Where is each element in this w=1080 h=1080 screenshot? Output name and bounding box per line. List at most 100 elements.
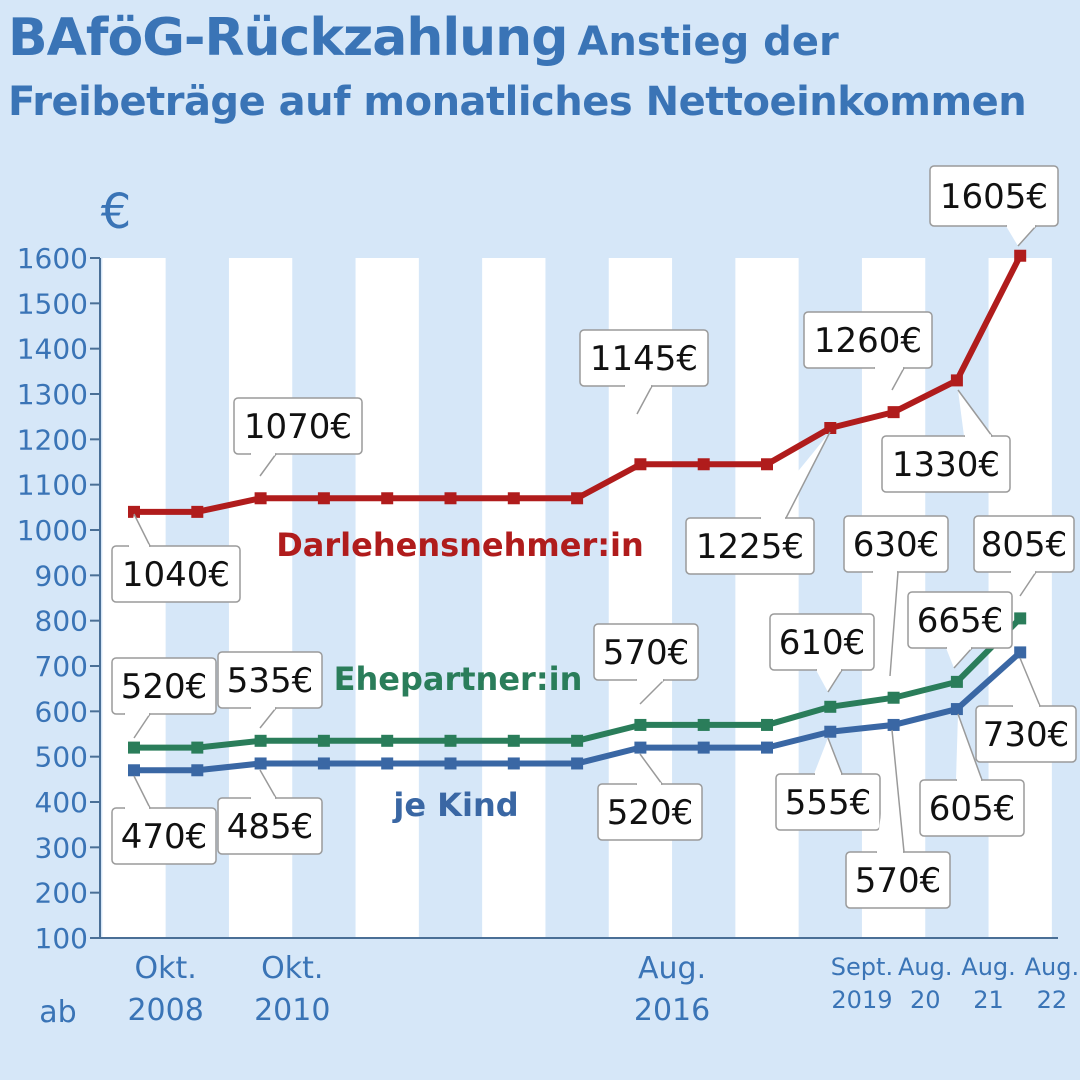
y-tick-label: 1200	[17, 423, 88, 456]
y-tick-label: 600	[35, 695, 88, 728]
data-label-callout: 1330€	[881, 389, 1011, 493]
y-tick-label: 1100	[17, 469, 88, 502]
data-label: 1260€	[814, 321, 922, 361]
data-label: 665€	[917, 601, 1004, 641]
callout-pointer	[816, 669, 843, 693]
data-point	[381, 492, 394, 505]
data-label: 485€	[227, 807, 314, 847]
data-label: 470€	[121, 817, 208, 857]
data-label: 1040€	[122, 555, 230, 595]
data-label: 805€	[981, 525, 1068, 565]
callout-pointer	[946, 647, 973, 669]
data-point	[950, 703, 963, 716]
data-label-callout: 610€	[769, 613, 875, 693]
background-stripe	[482, 258, 546, 938]
x-tick-label: 20	[910, 986, 941, 1014]
data-label: 610€	[779, 623, 866, 663]
data-label: 535€	[227, 661, 314, 701]
data-label: 1330€	[892, 445, 1000, 485]
data-label-callout: 570€	[845, 729, 951, 909]
data-point	[824, 422, 837, 434]
y-tick-label: 200	[35, 877, 88, 910]
data-label-callout: 630€	[843, 515, 949, 677]
background-stripe	[735, 258, 799, 938]
x-tick-label: 22	[1037, 986, 1068, 1014]
data-label: 1145€	[590, 339, 698, 379]
x-tick-label: 2019	[831, 986, 892, 1014]
callout-box	[111, 657, 217, 715]
y-tick-label: 100	[35, 922, 88, 955]
x-tick-label: Sept.	[831, 953, 893, 981]
x-tick-label: Aug.	[961, 953, 1016, 981]
data-label: 605€	[929, 789, 1016, 829]
x-tick-label: Okt.	[135, 951, 197, 986]
y-tick-label: 1300	[17, 378, 88, 411]
data-point	[317, 757, 330, 770]
data-label-callout: 555€	[775, 737, 881, 831]
y-tick-label: 400	[35, 786, 88, 819]
x-tick-label: Aug.	[898, 953, 953, 981]
data-label: 1605€	[940, 177, 1048, 217]
callout-box	[111, 545, 241, 603]
data-point	[824, 700, 837, 713]
data-point	[444, 492, 457, 505]
data-point	[507, 757, 520, 770]
data-point	[254, 757, 267, 770]
callout-pointer	[814, 737, 843, 775]
data-point	[761, 718, 773, 731]
data-point	[317, 492, 330, 505]
data-point	[128, 741, 140, 754]
data-point	[444, 734, 457, 747]
data-point	[887, 718, 900, 731]
data-label-callout: 1225€	[685, 431, 831, 575]
y-axis-label: €	[101, 184, 132, 240]
data-point	[824, 725, 837, 738]
data-point	[128, 764, 140, 777]
data-point	[761, 741, 773, 754]
data-point	[761, 458, 773, 471]
data-label: 1225€	[696, 527, 804, 567]
data-point	[571, 492, 584, 505]
data-point	[507, 734, 520, 747]
data-point	[381, 757, 394, 770]
callout-box	[803, 311, 933, 369]
data-label: 520€	[607, 793, 694, 833]
y-tick-label: 1400	[17, 333, 88, 366]
data-label-callout: 1145€	[579, 329, 709, 415]
data-label: 570€	[603, 633, 690, 673]
title-line-1: BAföG-Rückzahlung Anstieg der	[8, 12, 839, 64]
data-label-callout: 665€	[907, 591, 1013, 669]
y-tick-label: 700	[35, 650, 88, 683]
data-point	[254, 492, 267, 505]
data-label: 520€	[121, 667, 208, 707]
data-point	[1014, 612, 1027, 625]
data-label-callout: 605€	[919, 713, 1025, 837]
data-point	[887, 691, 900, 704]
data-label-callout: 470€	[111, 775, 217, 865]
data-point	[1014, 646, 1027, 659]
callout-box	[881, 435, 1011, 493]
data-point	[191, 741, 204, 754]
data-point	[697, 718, 710, 731]
callout-box	[111, 807, 217, 865]
x-tick-label: Aug.	[1025, 953, 1080, 981]
x-axis-prefix: ab	[39, 995, 76, 1030]
callout-box	[233, 397, 363, 455]
data-label-callout: 520€	[111, 657, 217, 739]
data-label: 570€	[855, 861, 942, 901]
data-point	[1014, 249, 1027, 262]
x-tick-label: Aug.	[638, 951, 706, 986]
data-label-callout: 570€	[593, 623, 699, 705]
series-name-label: Ehepartner:in	[334, 660, 583, 698]
axes	[90, 257, 1058, 939]
y-tick-label: 300	[35, 831, 88, 864]
data-point	[950, 374, 963, 387]
y-tick-label: 800	[35, 605, 88, 638]
data-point	[128, 505, 140, 518]
data-point	[634, 741, 647, 754]
data-point	[697, 458, 710, 471]
data-point	[697, 741, 710, 754]
series-name-label: Darlehensnehmer:in	[276, 526, 644, 564]
data-label-callout: 485€	[217, 769, 323, 855]
background-stripe	[355, 258, 419, 938]
